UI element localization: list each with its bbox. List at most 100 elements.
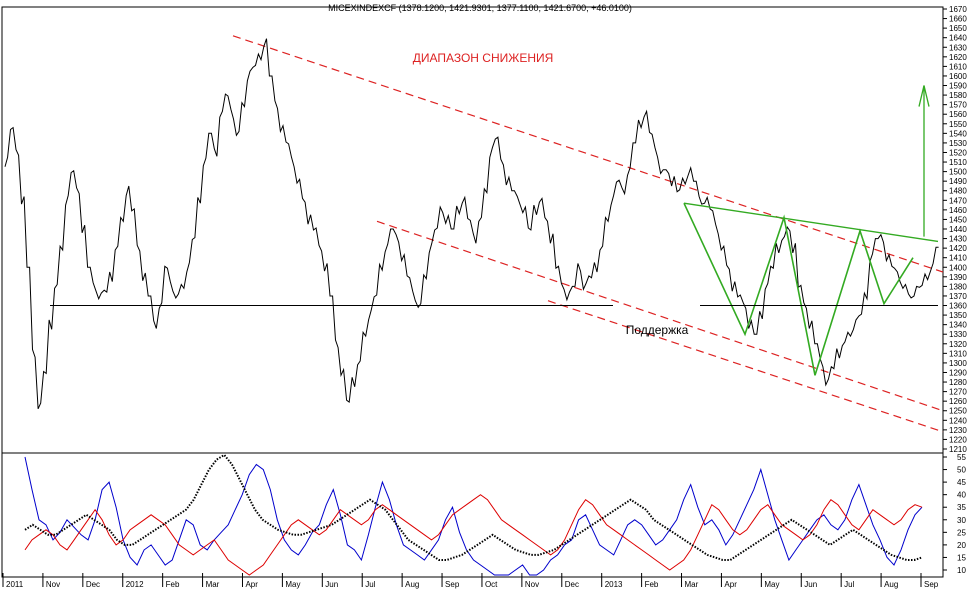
price-tick-label: 1410	[949, 254, 967, 263]
indicator-tick-label: 55	[957, 453, 966, 462]
price-tick-label: 1430	[949, 235, 967, 244]
price-tick-label: 1640	[949, 34, 967, 43]
time-tick-label: 2011	[6, 580, 24, 589]
price-tick-label: 1660	[949, 15, 967, 24]
price-tick-label: 1390	[949, 273, 967, 282]
price-tick-label: 1450	[949, 215, 967, 224]
time-tick-label: Aug	[405, 580, 419, 589]
price-tick-label: 1210	[949, 445, 967, 454]
indicator-series	[24, 453, 923, 576]
price-tick-label: 1550	[949, 120, 967, 129]
price-tick-label: 1350	[949, 311, 967, 320]
price-tick-label: 1490	[949, 177, 967, 186]
indicator-panel	[1, 452, 944, 578]
time-tick-label: 2012	[126, 580, 144, 589]
time-tick-label: Dec	[86, 580, 100, 589]
price-tick-label: 1480	[949, 187, 967, 196]
price-tick-label: 1420	[949, 244, 967, 253]
time-tick-label: Feb	[166, 580, 180, 589]
pattern-zigzag	[683, 202, 914, 376]
indicator-tick-label: 10	[957, 566, 966, 575]
price-line	[4, 38, 939, 410]
indicator-tick-label: 35	[957, 503, 966, 512]
price-tick-label: 1400	[949, 263, 967, 272]
price-tick-label: 1330	[949, 330, 967, 339]
price-tick-label: 1500	[949, 168, 967, 177]
indicator-tick-label: 25	[957, 528, 966, 537]
time-tick-label: Nov	[46, 580, 60, 589]
price-axis: 1210122012301240125012601270128012901300…	[943, 5, 967, 454]
range-label: ДИАПАЗОН СНИЖЕНИЯ	[413, 51, 554, 65]
price-tick-label: 1340	[949, 321, 967, 330]
price-tick-label: 1520	[949, 148, 967, 157]
price-tick-label: 1540	[949, 129, 967, 138]
green-pattern	[683, 85, 939, 376]
price-tick-label: 1510	[949, 158, 967, 167]
time-tick-label: Sep	[445, 580, 460, 589]
support-label: Поддержка	[626, 323, 689, 337]
time-tick-label: Jun	[325, 580, 338, 589]
time-tick-label: Mar	[206, 580, 220, 589]
indicator-tick-label: 50	[957, 466, 966, 475]
time-tick-label: Sep	[924, 580, 939, 589]
time-tick-label: Jun	[804, 580, 817, 589]
indicator-tick-label: 20	[957, 541, 966, 550]
time-tick-label: Oct	[485, 580, 498, 589]
price-tick-label: 1600	[949, 72, 967, 81]
price-tick-label: 1580	[949, 91, 967, 100]
indicator-tick-label: 45	[957, 478, 966, 487]
time-tick-label: Nov	[525, 580, 539, 589]
price-tick-label: 1630	[949, 43, 967, 52]
price-tick-label: 1570	[949, 101, 967, 110]
channel-line	[376, 220, 944, 412]
price-tick-label: 1530	[949, 139, 967, 148]
channel-line	[232, 35, 944, 273]
price-tick-label: 1230	[949, 426, 967, 435]
time-tick-label: Jul	[365, 580, 375, 589]
time-tick-label: May	[285, 580, 300, 589]
time-tick-label: Mar	[685, 580, 699, 589]
price-tick-label: 1560	[949, 110, 967, 119]
price-tick-label: 1310	[949, 349, 967, 358]
price-series	[4, 38, 939, 410]
price-tick-label: 1460	[949, 206, 967, 215]
price-tick-label: 1280	[949, 378, 967, 387]
time-tick-label: Apr	[724, 580, 737, 589]
time-tick-label: May	[764, 580, 779, 589]
price-tick-label: 1440	[949, 225, 967, 234]
indicator-line	[24, 494, 923, 576]
indicator-tick-label: 15	[957, 553, 966, 562]
price-tick-label: 1360	[949, 302, 967, 311]
indicator-line	[24, 453, 923, 561]
chart-title: MICEXINDEXCF (1378.1200, 1421.9301, 1377…	[328, 3, 632, 13]
time-tick-label: 2013	[605, 580, 623, 589]
price-tick-label: 1650	[949, 24, 967, 33]
time-tick-label: Jul	[844, 580, 854, 589]
time-axis: 2011 Nov Dec 2012 Feb Mar Apr May Jun Jul Aug Sep Oc…	[2, 573, 939, 589]
price-tick-label: 1380	[949, 282, 967, 291]
neckline	[683, 202, 939, 243]
indicator-tick-label: 30	[957, 516, 966, 525]
indicator-tick-label: 40	[957, 491, 966, 500]
price-tick-label: 1270	[949, 388, 967, 397]
channel-line	[547, 300, 944, 433]
price-tick-label: 1250	[949, 407, 967, 416]
down-channel	[232, 35, 944, 433]
price-tick-label: 1620	[949, 53, 967, 62]
price-tick-label: 1370	[949, 292, 967, 301]
indicator-axis: 10 15 20 25 30 35 40 45 50 55	[943, 453, 966, 575]
time-tick-label: Dec	[565, 580, 579, 589]
price-tick-label: 1320	[949, 340, 967, 349]
price-tick-label: 1240	[949, 416, 967, 425]
price-tick-label: 1470	[949, 196, 967, 205]
price-tick-label: 1290	[949, 368, 967, 377]
price-tick-label: 1590	[949, 82, 967, 91]
price-tick-label: 1670	[949, 5, 967, 14]
time-tick-label: Feb	[645, 580, 659, 589]
time-tick-label: Aug	[884, 580, 898, 589]
time-tick-label: Apr	[245, 580, 258, 589]
target-arrow-head	[918, 85, 930, 107]
price-tick-label: 1610	[949, 62, 967, 71]
price-tick-label: 1300	[949, 359, 967, 368]
